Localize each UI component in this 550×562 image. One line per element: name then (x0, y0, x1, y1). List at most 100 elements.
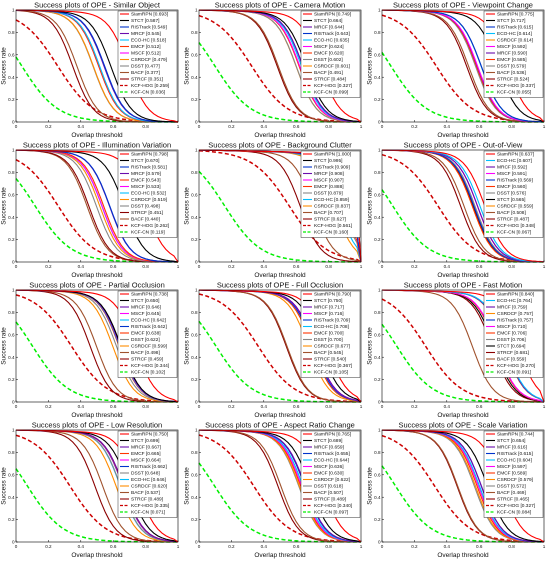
legend-entry: STCT [0.654] (497, 438, 525, 444)
y-tick-label: 0.8 (8, 170, 15, 175)
legend-box (117, 430, 178, 518)
legend-entry: BACF [0.469] (497, 490, 526, 496)
legend-entry: KCF-HOG [0.337] (497, 83, 535, 89)
legend-entry: MRCF [0.908] (314, 171, 344, 177)
x-axis-label: Overlap threshold (437, 132, 489, 139)
legend-entry: STRCF [0.489] (131, 497, 163, 503)
legend-box (117, 150, 178, 238)
y-tick-label: 0.8 (8, 310, 15, 315)
series-line-kcf-hog (198, 14, 362, 123)
legend: SiamRPN [0.790]STCT [0.750]MRCF [0.717]M… (300, 290, 361, 378)
axes-frame (381, 429, 545, 543)
legend-entry: CSRDCF [0.622] (314, 477, 350, 483)
legend: SiamRPN [0.765]STCT [0.689]MRCF [0.659]R… (300, 430, 361, 518)
y-tick-label: 0.6 (8, 192, 15, 197)
x-tick-label: 0.6 (476, 404, 483, 409)
x-axis-label: Overlap threshold (437, 552, 489, 559)
y-axis-label: Success rate (1, 47, 8, 85)
y-axis-label: Success rate (184, 327, 191, 365)
x-tick-label: 0.4 (78, 404, 85, 409)
y-tick-label: 0.4 (191, 215, 198, 220)
legend-entry: KCF-HOG [0.262] (131, 223, 169, 229)
legend: SiamRPN [0.798]STCT [0.670]RISTrack [0.5… (117, 150, 178, 238)
legend-entry: EMCF [0.512] (131, 44, 161, 50)
y-tick-label: 0.4 (8, 355, 15, 360)
y-tick-label: 0.6 (374, 192, 381, 197)
x-tick-label: 0.6 (110, 404, 117, 409)
y-tick-label: 0.8 (191, 450, 198, 455)
x-axis-label: Overlap threshold (254, 552, 306, 559)
legend-entry: KCF-CN [0.160] (314, 230, 348, 236)
legend-entry: ECO-HC [0.708] (314, 324, 349, 330)
y-tick-label: 0.2 (374, 377, 381, 382)
legend-entry: RISTrack [0.655] (314, 451, 350, 457)
legend-entry: STCT [0.587] (131, 18, 159, 24)
series-line-siamrpn (381, 149, 545, 263)
legend-entry: DSST [0.618] (314, 484, 343, 490)
legend-entry: KCF-HOG [0.259] (131, 83, 169, 89)
legend: SiamRPN [0.750]STCT [0.699]MRCF [0.667]E… (117, 430, 178, 518)
legend-entry: SiamRPN [0.744] (497, 432, 534, 438)
x-tick-label: 0.6 (110, 544, 117, 549)
success-plot-8: Success plots of OPE - Full Occlusion Ove… (184, 281, 363, 420)
legend: SiamRPN [1.000]STCT [0.995]RISTrack [0.9… (300, 150, 361, 238)
legend-entry: STCT [0.717] (497, 18, 525, 24)
legend-box (483, 10, 544, 98)
x-tick-label: 0 (198, 264, 201, 269)
y-tick-label: 1 (195, 8, 198, 13)
legend-entry: CSRDCF [0.614] (497, 38, 533, 44)
x-tick-label: 0.6 (476, 544, 483, 549)
legend-box (300, 290, 361, 378)
legend-entry: ECO-HC [0.764] (497, 298, 532, 304)
x-tick-label: 0.4 (444, 264, 451, 269)
legend-entry: STRCF [0.540] (314, 357, 346, 363)
x-tick-label: 0.8 (142, 544, 149, 549)
success-plot-5: Success plots of OPE - Background Clutte… (184, 141, 363, 280)
legend: SiamRPN [0.744]STCT [0.654]MRCF [0.616]R… (483, 430, 544, 518)
y-tick-label: 0.4 (8, 215, 15, 220)
x-tick-label: 0.4 (261, 544, 268, 549)
legend-entry: STCT [0.689] (314, 438, 342, 444)
y-tick-label: 0.2 (191, 377, 198, 382)
legend-entry: CSRDCF [0.837] (314, 204, 350, 210)
legend-entry: KCF-HOG [0.327] (497, 503, 535, 509)
legend-entry: BACF [0.491] (314, 70, 343, 76)
x-tick-label: 0.6 (293, 124, 300, 129)
legend-entry: STCT [0.995] (314, 158, 342, 164)
y-tick-label: 0 (195, 120, 198, 125)
chart-title: Success plots of OPE - Partial Occlusion (29, 281, 164, 290)
x-tick-label: 0.2 (45, 264, 52, 269)
axes-frame (198, 149, 362, 263)
y-tick-label: 1 (12, 148, 15, 153)
axes-frame (198, 429, 362, 543)
success-plot-6: Success plots of OPE - Out-of-View Overla… (367, 141, 546, 280)
x-tick-label: 0.8 (325, 264, 332, 269)
x-tick-label: 0.6 (476, 124, 483, 129)
x-tick-label: 1 (543, 264, 546, 269)
legend-entry: BACF [0.508] (497, 210, 526, 216)
x-tick-label: 0.2 (45, 124, 52, 129)
legend-entry: EMCF [0.589] (497, 471, 527, 477)
x-tick-label: 0.8 (508, 544, 515, 549)
legend: SiamRPN [0.637]ECO-HC [0.607]MRCF [0.592… (483, 150, 544, 238)
y-tick-label: 1 (378, 8, 381, 13)
legend-box (483, 150, 544, 238)
axes-frame (381, 149, 545, 263)
legend-entry: CSRDCF [0.601] (314, 64, 350, 70)
y-tick-label: 0.4 (374, 495, 381, 500)
legend-entry: MRCF [0.659] (314, 445, 344, 451)
x-tick-label: 0.8 (325, 404, 332, 409)
x-axis-label: Overlap threshold (71, 552, 123, 559)
legend-entry: SiamRPN [0.738] (131, 292, 168, 298)
x-tick-label: 0 (15, 124, 18, 129)
x-tick-label: 1 (543, 544, 546, 549)
y-tick-label: 1 (195, 288, 198, 293)
legend: SiamRPN [0.749]STCT [0.664]MRCF [0.644]R… (300, 10, 361, 98)
y-axis-label: Success rate (1, 327, 8, 365)
legend: SiamRPN [0.775]STCT [0.717]RISTrack [0.6… (483, 10, 544, 98)
legend-entry: ECO-HC [0.646] (131, 477, 166, 483)
legend: SiamRPN [0.693]STCT [0.587]RISTrack [0.5… (117, 10, 178, 98)
x-tick-label: 0.6 (293, 544, 300, 549)
y-tick-label: 0.8 (8, 30, 15, 35)
x-tick-label: 0 (198, 124, 201, 129)
